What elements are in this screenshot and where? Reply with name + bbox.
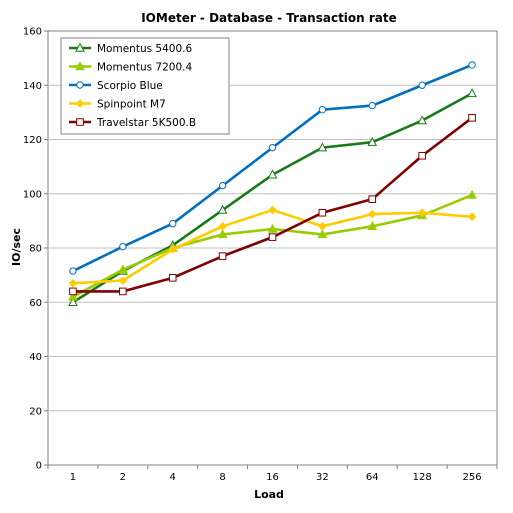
data-point — [218, 221, 227, 231]
y-tick-label: 80 — [29, 244, 42, 255]
data-point — [218, 252, 227, 260]
data-point — [68, 278, 78, 288]
data-point — [69, 287, 77, 296]
data-point — [117, 264, 128, 274]
data-point — [467, 88, 477, 98]
data-point — [217, 229, 228, 239]
data-point — [267, 169, 278, 179]
data-point — [169, 219, 177, 228]
data-point — [467, 189, 477, 199]
data-point — [318, 208, 327, 217]
data-point — [468, 61, 476, 69]
data-point — [268, 205, 277, 215]
data-point — [268, 143, 277, 152]
data-point — [418, 81, 426, 89]
data-point — [118, 276, 128, 285]
data-point — [68, 291, 78, 301]
data-point — [168, 274, 177, 282]
legend-marker — [76, 81, 84, 89]
data-point — [217, 204, 228, 214]
legend-marker — [75, 61, 85, 71]
data-point — [119, 242, 127, 251]
data-point — [318, 221, 327, 231]
legend-label: Momentus 7200.4 — [97, 62, 192, 74]
data-point — [317, 142, 328, 152]
chart-title: IOMeter - Database - Transaction rate — [141, 11, 397, 25]
x-tick-label: 128 — [413, 472, 432, 483]
data-point — [417, 115, 428, 125]
x-axis-label: Load — [254, 488, 284, 501]
legend-label: Travelstar 5K500.B — [96, 117, 196, 129]
y-tick-label: 40 — [29, 352, 42, 363]
data-point — [218, 181, 227, 190]
data-point — [69, 267, 77, 275]
legend-label: Momentus 5400.6 — [97, 43, 192, 55]
data-point — [367, 136, 378, 146]
legend-marker — [76, 118, 84, 126]
y-tick-label: 20 — [29, 406, 42, 417]
x-tick-label: 2 — [120, 472, 126, 483]
legend-entry: Spinpoint M7 — [69, 99, 166, 111]
data-point — [367, 209, 377, 219]
legend-entry: Momentus 5400.6 — [69, 42, 192, 55]
data-point — [468, 114, 476, 122]
data-point — [317, 229, 328, 239]
series — [69, 61, 476, 275]
legend-label: Spinpoint M7 — [97, 99, 166, 111]
series — [68, 205, 477, 288]
legend-label: Scorpio Blue — [97, 80, 163, 92]
legend-entry: Momentus 7200.4 — [69, 61, 192, 74]
y-axis-label: IO/sec — [10, 228, 23, 266]
legend-marker — [75, 42, 85, 52]
y-tick-label: 120 — [23, 135, 42, 146]
data-point — [267, 223, 278, 233]
x-tick-label: 64 — [366, 472, 379, 483]
series — [69, 114, 476, 296]
legend-entry: Travelstar 5K500.B — [69, 117, 196, 129]
data-point — [368, 101, 376, 110]
legend: Momentus 5400.6 Momentus 7200.4 Scorpio Bl… — [60, 37, 230, 135]
legend-entry: Scorpio Blue — [69, 80, 163, 92]
data-point — [418, 151, 426, 160]
y-tick-label: 140 — [23, 81, 42, 92]
x-tick-label: 256 — [463, 472, 482, 483]
y-tick-label: 60 — [29, 298, 42, 309]
x-tick-label: 4 — [170, 472, 176, 483]
data-point — [119, 287, 127, 296]
y-tick-label: 160 — [23, 27, 42, 38]
data-point — [467, 212, 477, 222]
y-tick-label: 0 — [36, 461, 42, 472]
data-point — [417, 208, 427, 218]
data-point — [368, 195, 377, 203]
data-point — [318, 105, 327, 114]
x-tick-label: 1 — [70, 472, 76, 483]
legend-marker — [75, 99, 85, 108]
data-point — [268, 233, 277, 241]
x-tick-label: 16 — [266, 472, 279, 483]
y-tick-label: 100 — [23, 189, 42, 200]
x-tick-label: 8 — [219, 472, 225, 483]
data-point — [168, 245, 178, 254]
data-point — [367, 221, 378, 230]
x-tick-label: 32 — [316, 472, 329, 483]
data-point — [68, 296, 78, 306]
